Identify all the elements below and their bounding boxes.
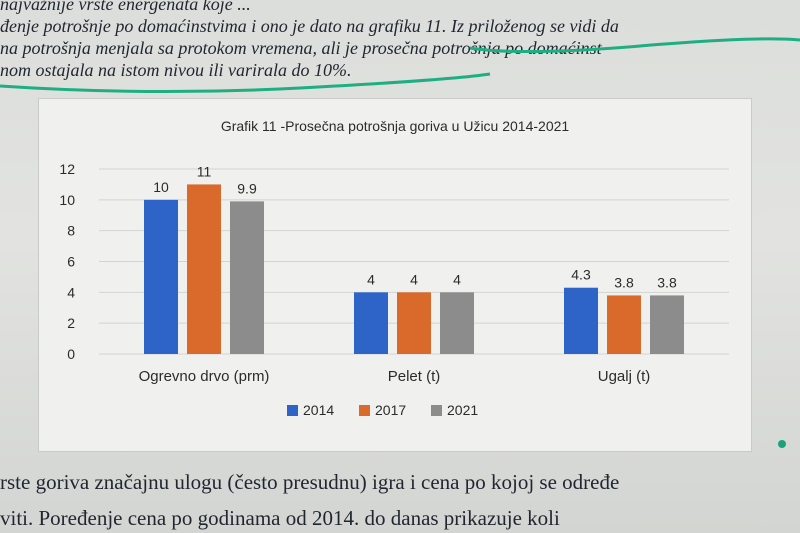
data-label: 3.8 <box>614 274 634 290</box>
x-category-label: Pelet (t) <box>388 368 441 385</box>
highlighter-marks <box>0 37 800 94</box>
y-tick-label: 10 <box>59 192 75 208</box>
data-label: 9.9 <box>237 180 257 196</box>
bar-chart: Grafik 11 -Prosečna potrošnja goriva u U… <box>59 118 729 418</box>
legend-swatch-2017 <box>359 405 370 416</box>
text-line-3: na potrošnja menjala sa protokom vremena… <box>0 38 602 58</box>
data-label: 10 <box>153 179 169 195</box>
bar-2021 <box>440 292 474 354</box>
y-tick-label: 0 <box>67 346 75 362</box>
legend-label: 2021 <box>447 402 478 418</box>
legend-swatch-2021 <box>431 405 442 416</box>
green-dot <box>778 440 786 448</box>
x-category-label: Ogrevno drvo (prm) <box>139 368 270 385</box>
text-line-5: rste goriva značajnu ulogu (često presud… <box>0 470 620 494</box>
data-label: 4 <box>453 271 461 287</box>
chart-container: Grafik 11 -Prosečna potrošnja goriva u U… <box>38 98 752 452</box>
y-tick-label: 6 <box>67 254 75 270</box>
bar-2014 <box>564 287 598 354</box>
bar-2017 <box>187 184 221 354</box>
bar-2017 <box>397 292 431 354</box>
y-tick-label: 8 <box>67 223 75 239</box>
text-line-6: viti. Poređenje cena po godinama od 2014… <box>0 506 560 530</box>
bar-2021 <box>230 201 264 354</box>
legend-label: 2014 <box>303 402 334 418</box>
y-tick-label: 4 <box>67 284 75 300</box>
legend-label: 2017 <box>375 402 406 418</box>
data-label: 11 <box>197 163 212 179</box>
bar-2021 <box>650 295 684 354</box>
x-category-label: Ugalj (t) <box>598 368 651 385</box>
text-line-4: nom ostajala na istom nivou ili varirala… <box>0 60 352 80</box>
highlight-underline-2 <box>0 72 491 94</box>
text-line-1: najvažnije vrste energenata koje ... <box>0 0 251 14</box>
text-line-2: đenje potrošnje po domaćinstvima i ono j… <box>0 16 619 36</box>
data-label: 4 <box>367 271 375 287</box>
y-tick-label: 12 <box>59 161 75 177</box>
bar-2014 <box>354 292 388 354</box>
data-label: 3.8 <box>657 274 677 290</box>
data-label: 4.3 <box>571 267 591 283</box>
bar-2017 <box>607 295 641 354</box>
highlight-underline-1 <box>469 37 800 54</box>
legend-swatch-2014 <box>287 405 298 416</box>
bar-2014 <box>144 199 178 354</box>
data-label: 4 <box>410 271 418 287</box>
y-tick-label: 2 <box>67 315 75 331</box>
chart-title: Grafik 11 -Prosečna potrošnja goriva u U… <box>221 118 570 134</box>
